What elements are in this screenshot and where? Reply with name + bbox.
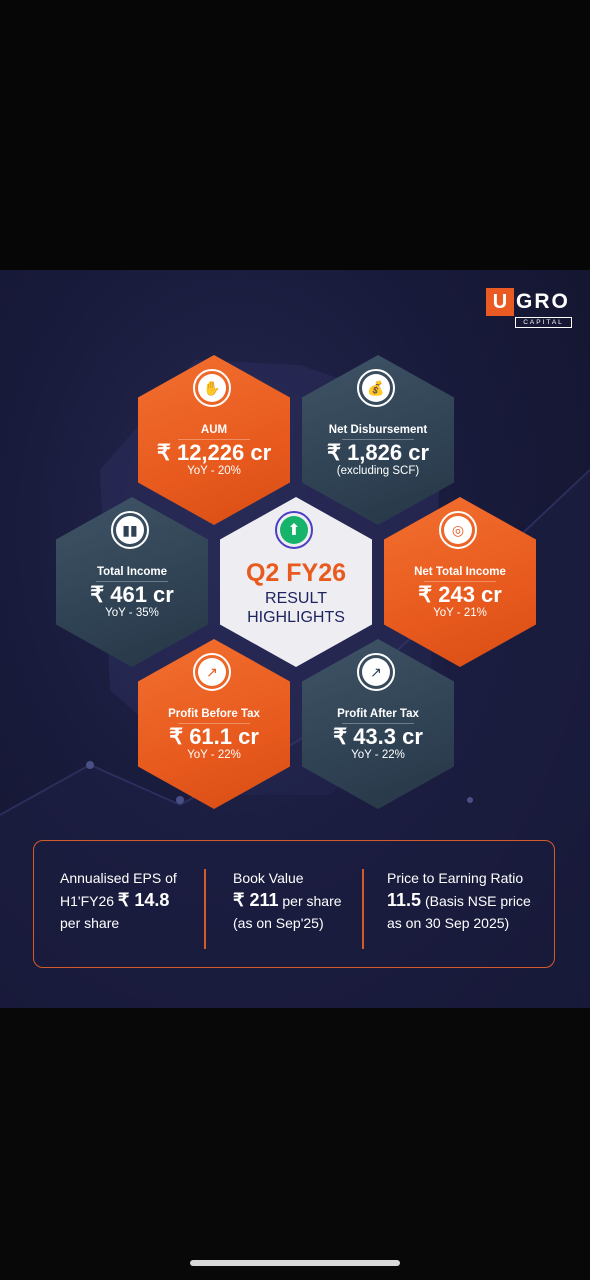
book-value-value: ₹ 211 xyxy=(233,890,279,910)
trend-up-icon: ↗ xyxy=(193,653,231,691)
logo-word: GRO xyxy=(516,290,570,313)
arrow-up-icon: ⬆ xyxy=(275,511,313,549)
divider-line xyxy=(342,439,414,440)
total-income-value: ₹ 461 cr xyxy=(90,582,174,607)
subtitle-line-1: RESULT xyxy=(265,590,327,607)
total-income-yoy: YoY - 35% xyxy=(105,607,159,619)
total-income-label: Total Income xyxy=(96,566,168,578)
divider-line xyxy=(424,581,496,582)
bar-chart-icon: ▮▮ xyxy=(111,511,149,549)
divider-line xyxy=(342,723,414,724)
logo-subtitle: CAPITAL xyxy=(515,317,572,328)
pat-label: Profit After Tax xyxy=(337,708,419,720)
pbt-label: Profit Before Tax xyxy=(168,708,260,720)
pbt-value: ₹ 61.1 cr xyxy=(169,724,259,749)
book-value-block: Book Value ₹ 211 per share (as on Sep'25… xyxy=(233,867,363,934)
top-black-area xyxy=(0,0,590,270)
home-indicator[interactable] xyxy=(190,1260,400,1266)
net-disbursement-label: Net Disbursement xyxy=(328,424,428,436)
trend-up-icon: ↗ xyxy=(357,653,395,691)
book-value-label: Book Value xyxy=(233,870,304,886)
book-value-suffix: per share xyxy=(282,893,342,909)
pe-ratio-value: 11.5 xyxy=(387,890,422,910)
aum-yoy: YoY - 20% xyxy=(187,465,241,477)
subtitle-line-2: HIGHLIGHTS xyxy=(247,609,345,626)
eps-line2: H1'FY26 ₹ 14.8 xyxy=(60,889,210,912)
pe-ratio-date: as on 30 Sep 2025) xyxy=(387,915,510,931)
divider-line xyxy=(178,439,250,440)
summary-divider xyxy=(204,869,206,949)
coins-icon: ◎ xyxy=(439,511,477,549)
summary-box: Annualised EPS of H1'FY26 ₹ 14.8 per sha… xyxy=(33,840,555,968)
money-bag-icon: 💰 xyxy=(357,369,395,407)
net-total-income-value: ₹ 243 cr xyxy=(418,582,502,607)
quarter-title: Q2 FY26 xyxy=(245,559,347,587)
eps-value: ₹ 14.8 xyxy=(117,890,170,910)
pbt-yoy: YoY - 22% xyxy=(187,749,241,761)
aum-value: ₹ 12,226 cr xyxy=(156,440,272,465)
book-value-date: (as on Sep'25) xyxy=(233,915,324,931)
bottom-black-area xyxy=(0,1008,590,1280)
pat-yoy: YoY - 22% xyxy=(351,749,405,761)
book-value-line2: ₹ 211 per share xyxy=(233,889,363,912)
pe-ratio-label: Price to Earning Ratio xyxy=(387,870,524,886)
hex-net-disbursement: 💰 Net Disbursement ₹ 1,826 cr (excluding… xyxy=(302,355,454,525)
pe-ratio-line2: 11.5 (Basis NSE price xyxy=(387,889,547,912)
eps-line3: per share xyxy=(60,915,120,931)
divider-line xyxy=(178,723,250,724)
ugro-capital-logo: U GRO CAPITAL xyxy=(486,288,572,328)
money-hand-icon: ✋ xyxy=(193,369,231,407)
pe-ratio-suffix: (Basis NSE price xyxy=(424,893,531,909)
hex-aum: ✋ AUM ₹ 12,226 cr YoY - 20% xyxy=(138,355,290,525)
net-disbursement-note: (excluding SCF) xyxy=(336,465,420,477)
result-highlights: RESULT HIGHLIGHTS xyxy=(220,589,372,627)
net-disbursement-value: ₹ 1,826 cr xyxy=(326,440,430,465)
net-total-income-label: Net Total Income xyxy=(414,566,506,578)
results-poster: U GRO CAPITAL ✋ AUM ₹ 12,226 cr YoY - 20… xyxy=(0,270,590,1008)
net-total-income-yoy: YoY - 21% xyxy=(433,607,487,619)
eps-block: Annualised EPS of H1'FY26 ₹ 14.8 per sha… xyxy=(60,867,210,934)
summary-divider xyxy=(362,869,364,949)
pe-ratio-block: Price to Earning Ratio 11.5 (Basis NSE p… xyxy=(387,867,547,934)
aum-label: AUM xyxy=(200,424,228,436)
eps-period: H1'FY26 xyxy=(60,893,115,909)
divider-line xyxy=(96,581,168,582)
eps-line1: Annualised EPS of xyxy=(60,870,177,886)
logo-mark: U xyxy=(486,288,514,316)
pat-value: ₹ 43.3 cr xyxy=(333,724,423,749)
